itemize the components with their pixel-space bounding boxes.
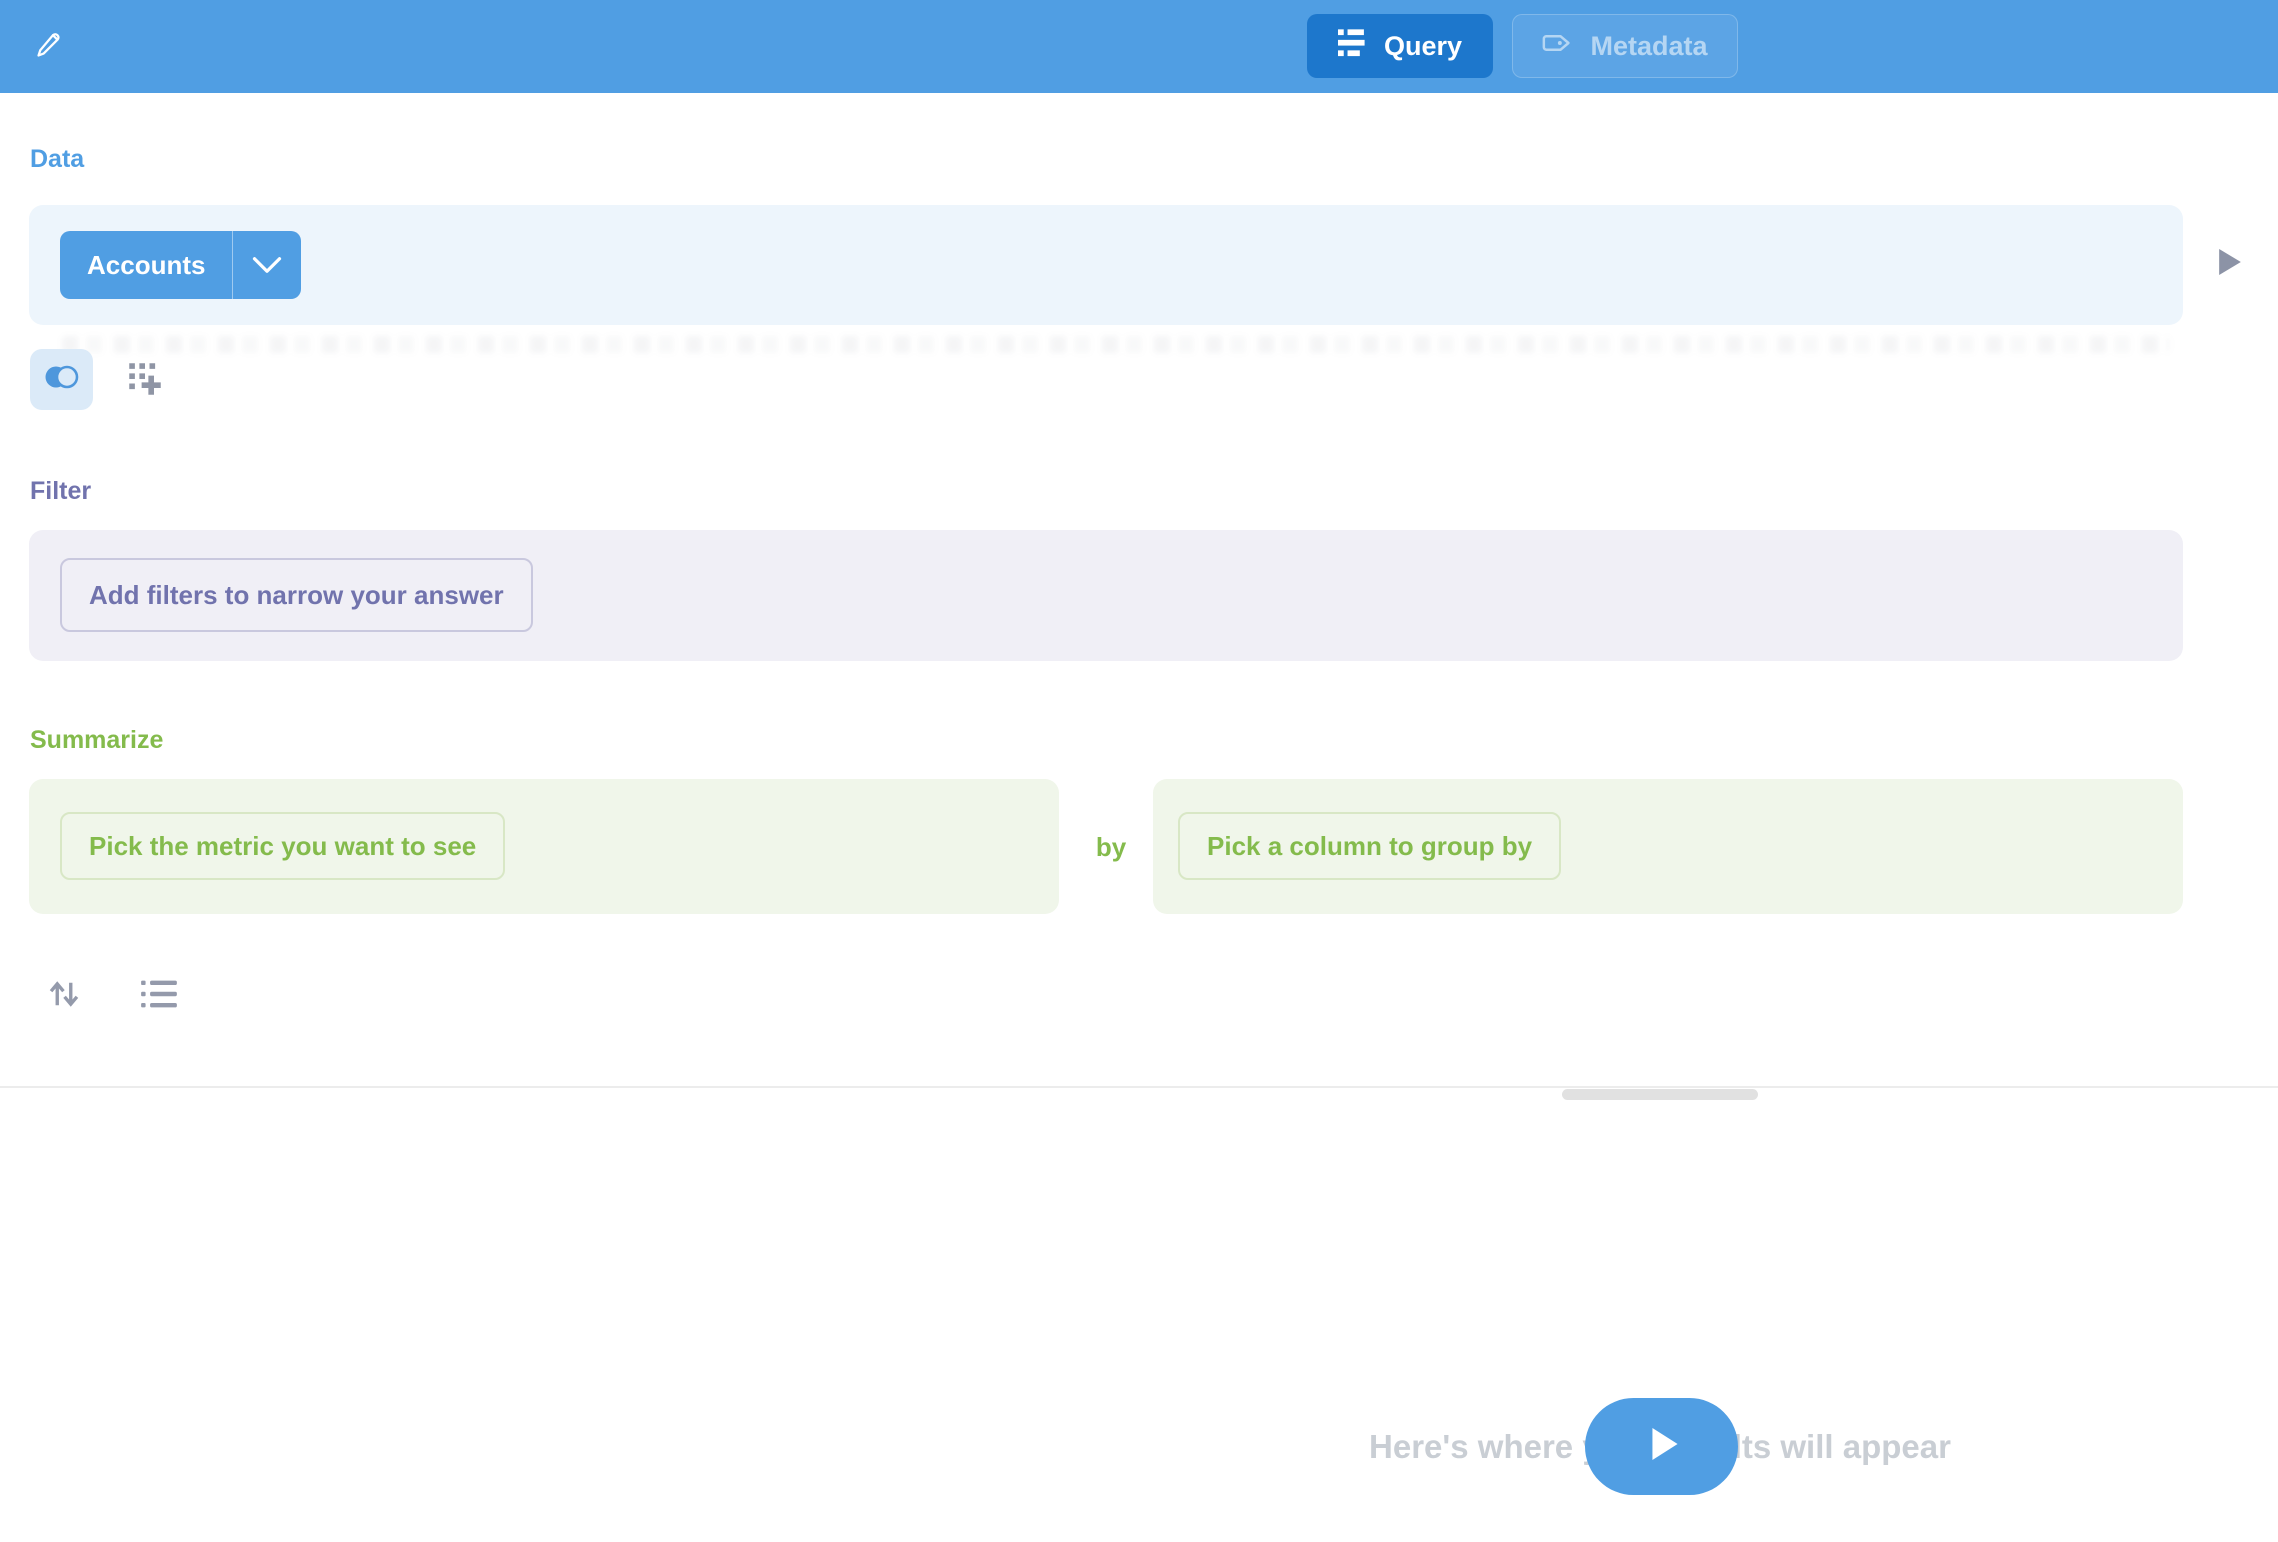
tab-query[interactable]: Query (1307, 14, 1493, 78)
row-limit-button[interactable] (138, 978, 180, 1014)
run-query-button[interactable] (1585, 1398, 1738, 1495)
data-source-caret[interactable] (232, 231, 301, 299)
join-icon (43, 363, 81, 396)
tab-metadata-label: Metadata (1590, 31, 1707, 62)
list-icon (140, 978, 178, 1015)
add-filter-button[interactable]: Add filters to narrow your answer (60, 558, 533, 632)
pick-groupby-button[interactable]: Pick a column to group by (1178, 812, 1561, 880)
data-step-container: Accounts (29, 205, 2183, 325)
edit-button[interactable] (28, 24, 72, 68)
notebook-editor: Query Metadata Data Accounts (0, 0, 2278, 1542)
preview-run-button[interactable] (2212, 246, 2248, 282)
run-play-icon (1646, 1428, 1678, 1465)
top-bar: Query Metadata (0, 0, 2278, 93)
pick-metric-button[interactable]: Pick the metric you want to see (60, 812, 505, 880)
pencil-icon (34, 28, 66, 65)
tab-query-label: Query (1384, 31, 1462, 62)
filter-section-label: Filter (30, 477, 91, 506)
custom-column-icon (127, 361, 163, 402)
data-source-label: Accounts (60, 231, 232, 299)
notebook-icon (1338, 29, 1368, 64)
resize-drag-handle[interactable] (1562, 1089, 1758, 1100)
by-label: by (1081, 832, 1141, 863)
custom-column-button[interactable] (124, 360, 166, 402)
sort-icon (46, 976, 82, 1017)
play-icon (2219, 249, 2241, 280)
join-data-button[interactable] (30, 349, 93, 410)
label-icon (1542, 29, 1574, 64)
chevron-down-icon (252, 250, 282, 281)
sort-step-button[interactable] (44, 976, 84, 1016)
filter-step-container: Add filters to narrow your answer (29, 530, 2183, 661)
tab-metadata[interactable]: Metadata (1512, 14, 1738, 78)
data-section-label: Data (30, 145, 84, 174)
results-divider (0, 1086, 2278, 1088)
data-preview-fade (62, 336, 2170, 353)
summarize-section-label: Summarize (30, 726, 163, 755)
data-source-button[interactable]: Accounts (60, 231, 301, 299)
summarize-groupby-container: Pick a column to group by (1153, 779, 2183, 914)
summarize-metric-container: Pick the metric you want to see (29, 779, 1059, 914)
